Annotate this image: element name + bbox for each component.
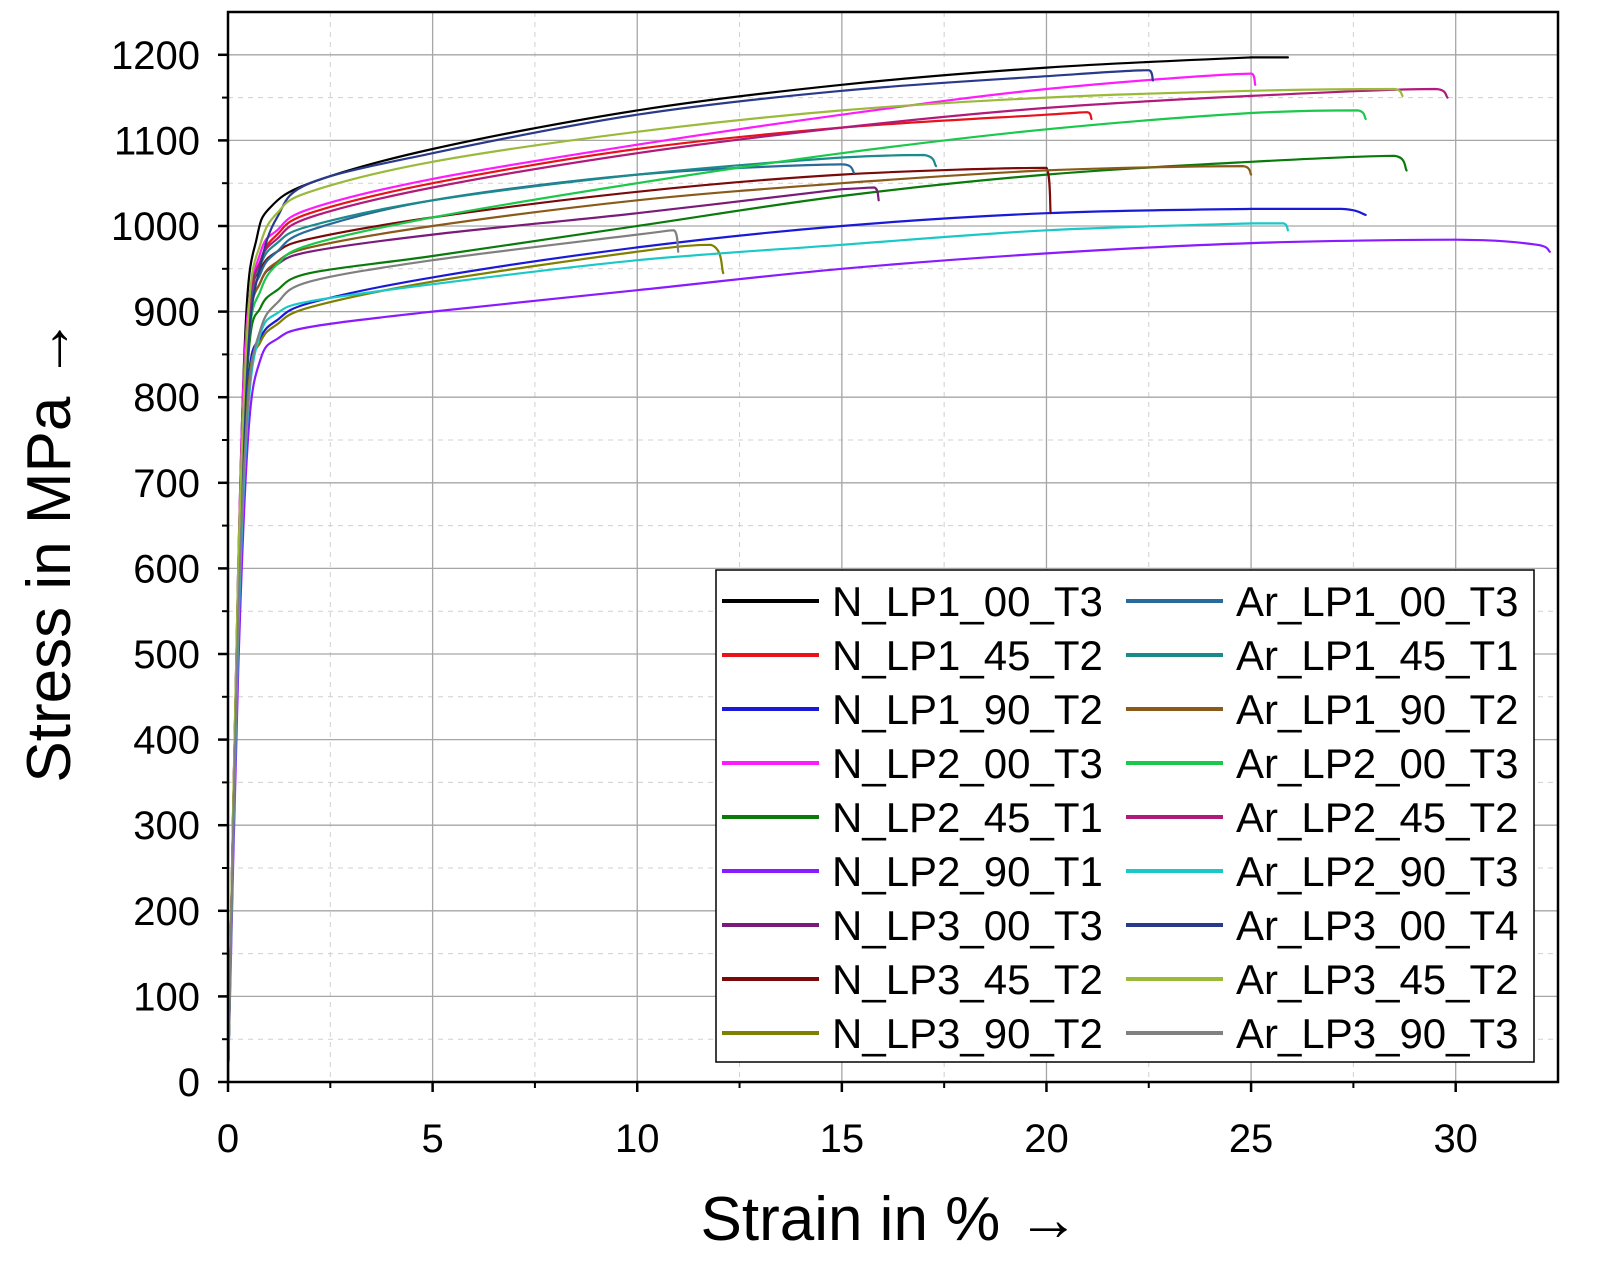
y-tick-label: 1100	[114, 119, 200, 163]
plot-frame	[226, 10, 1560, 1084]
y-tick-label: 300	[133, 804, 200, 848]
legend-label-n-lp1-90-t2: N_LP1_90_T2	[832, 686, 1103, 733]
x-axis-title: Strain in % →	[700, 1185, 1079, 1254]
y-tick-label: 100	[133, 975, 200, 1019]
legend-label-ar-lp2-90-t3: Ar_LP2_90_T3	[1236, 848, 1519, 895]
legend-label-n-lp1-45-t2: N_LP1_45_T2	[832, 632, 1103, 679]
y-tick-label: 1200	[111, 34, 200, 78]
y-tick-label: 600	[133, 547, 200, 591]
y-tick-label: 200	[133, 890, 200, 934]
legend-label-n-lp2-90-t1: N_LP2_90_T1	[832, 848, 1103, 895]
legend-label-n-lp1-00-t3: N_LP1_00_T3	[832, 578, 1103, 625]
legend-label-n-lp3-90-t2: N_LP3_90_T2	[832, 1010, 1103, 1057]
x-tick-label: 15	[820, 1117, 865, 1161]
legend-label-n-lp3-45-t2: N_LP3_45_T2	[832, 956, 1103, 1003]
y-tick-label: 0	[178, 1061, 200, 1105]
legend: N_LP1_00_T3 N_LP1_45_T2 N_LP1_90_T2 N_LP2_0…	[715, 569, 1535, 1063]
series-line-ar-lp3-45-t2	[228, 87, 1404, 1082]
legend-label-ar-lp3-00-t4: Ar_LP3_00_T4	[1236, 902, 1519, 949]
legend-label-ar-lp2-00-t3: Ar_LP2_00_T3	[1236, 740, 1519, 787]
legend-label-ar-lp1-45-t1: Ar_LP1_45_T1	[1236, 632, 1519, 679]
x-tick-label: 25	[1229, 1117, 1274, 1161]
legend-label-n-lp2-45-t1: N_LP2_45_T1	[832, 794, 1103, 841]
y-tick-label: 700	[133, 462, 200, 506]
x-tick-label: 0	[217, 1117, 239, 1161]
legend-label-ar-lp3-90-t3: Ar_LP3_90_T3	[1236, 1010, 1519, 1057]
axes: 0 5 10 15 20 25 300100200300400500600700800900…	[111, 34, 1478, 1161]
legend-box	[715, 569, 1535, 1063]
legend-label-ar-lp3-45-t2: Ar_LP3_45_T2	[1236, 956, 1519, 1003]
x-tick-label: 5	[421, 1117, 443, 1161]
y-tick-label: 900	[133, 291, 200, 335]
legend-label-n-lp2-00-t3: N_LP2_00_T3	[832, 740, 1103, 787]
y-tick-label: 500	[133, 633, 200, 677]
x-tick-label: 10	[615, 1117, 660, 1161]
y-tick-label: 800	[133, 376, 200, 420]
data-lines	[228, 56, 1551, 1082]
series-line-n-lp2-90-t1	[228, 238, 1551, 1082]
y-tick-label: 1000	[111, 205, 200, 249]
legend-label-n-lp3-00-t3: N_LP3_00_T3	[832, 902, 1103, 949]
series-line-ar-lp3-90-t3	[228, 229, 680, 1082]
legend-label-ar-lp1-00-t3: Ar_LP1_00_T3	[1236, 578, 1519, 625]
y-axis-title: Stress in MPa →	[15, 317, 84, 782]
x-tick-label: 20	[1024, 1117, 1069, 1161]
y-tick-label: 400	[133, 719, 200, 763]
legend-label-ar-lp1-90-t2: Ar_LP1_90_T2	[1236, 686, 1519, 733]
legend-label-ar-lp2-45-t2: Ar_LP2_45_T2	[1236, 794, 1519, 841]
x-tick-label: 30	[1433, 1117, 1478, 1161]
